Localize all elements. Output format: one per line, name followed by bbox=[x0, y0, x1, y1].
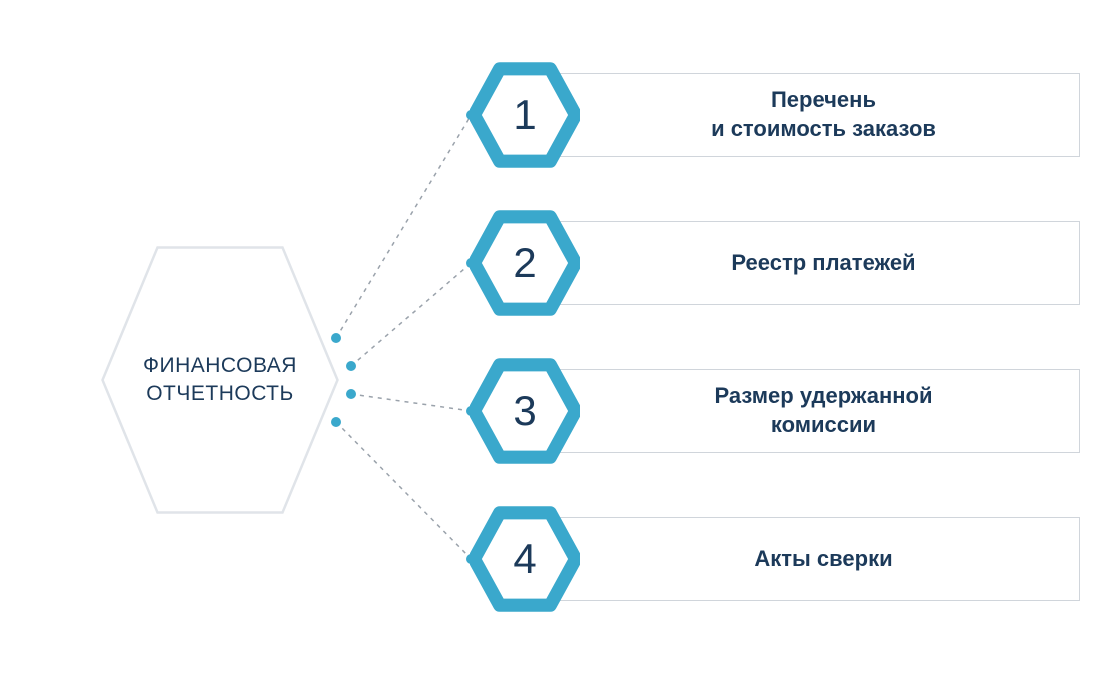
item-number: 2 bbox=[470, 208, 580, 318]
diagram-item-2: 2 Реестр платежей bbox=[470, 208, 1080, 318]
item-label: Реестр платежей bbox=[731, 249, 915, 278]
diagram-item-1: 1 Перечень и стоимость заказов bbox=[470, 60, 1080, 170]
item-bar: Реестр платежей bbox=[552, 221, 1080, 305]
item-label: Перечень и стоимость заказов bbox=[711, 86, 936, 143]
hexagon-number-icon: 4 bbox=[470, 504, 580, 614]
hexagon-number-icon: 1 bbox=[470, 60, 580, 170]
item-label: Размер удержанной комиссии bbox=[714, 382, 932, 439]
item-bar: Размер удержанной комиссии bbox=[552, 369, 1080, 453]
item-number: 3 bbox=[470, 356, 580, 466]
diagram-item-3: 3 Размер удержанной комиссии bbox=[470, 356, 1080, 466]
item-label: Акты сверки bbox=[754, 545, 892, 574]
diagram-item-4: 4 Акты сверки bbox=[470, 504, 1080, 614]
hexagon-number-icon: 2 bbox=[470, 208, 580, 318]
main-hexagon-label: ФИНАНСОВАЯ ОТЧЕТНОСТЬ bbox=[95, 240, 345, 520]
financial-reporting-diagram: ФИНАНСОВАЯ ОТЧЕТНОСТЬ 1 Перечень и стоим… bbox=[40, 40, 1060, 640]
item-bar: Перечень и стоимость заказов bbox=[552, 73, 1080, 157]
item-number: 1 bbox=[470, 60, 580, 170]
item-number: 4 bbox=[470, 504, 580, 614]
item-bar: Акты сверки bbox=[552, 517, 1080, 601]
hexagon-number-icon: 3 bbox=[470, 356, 580, 466]
